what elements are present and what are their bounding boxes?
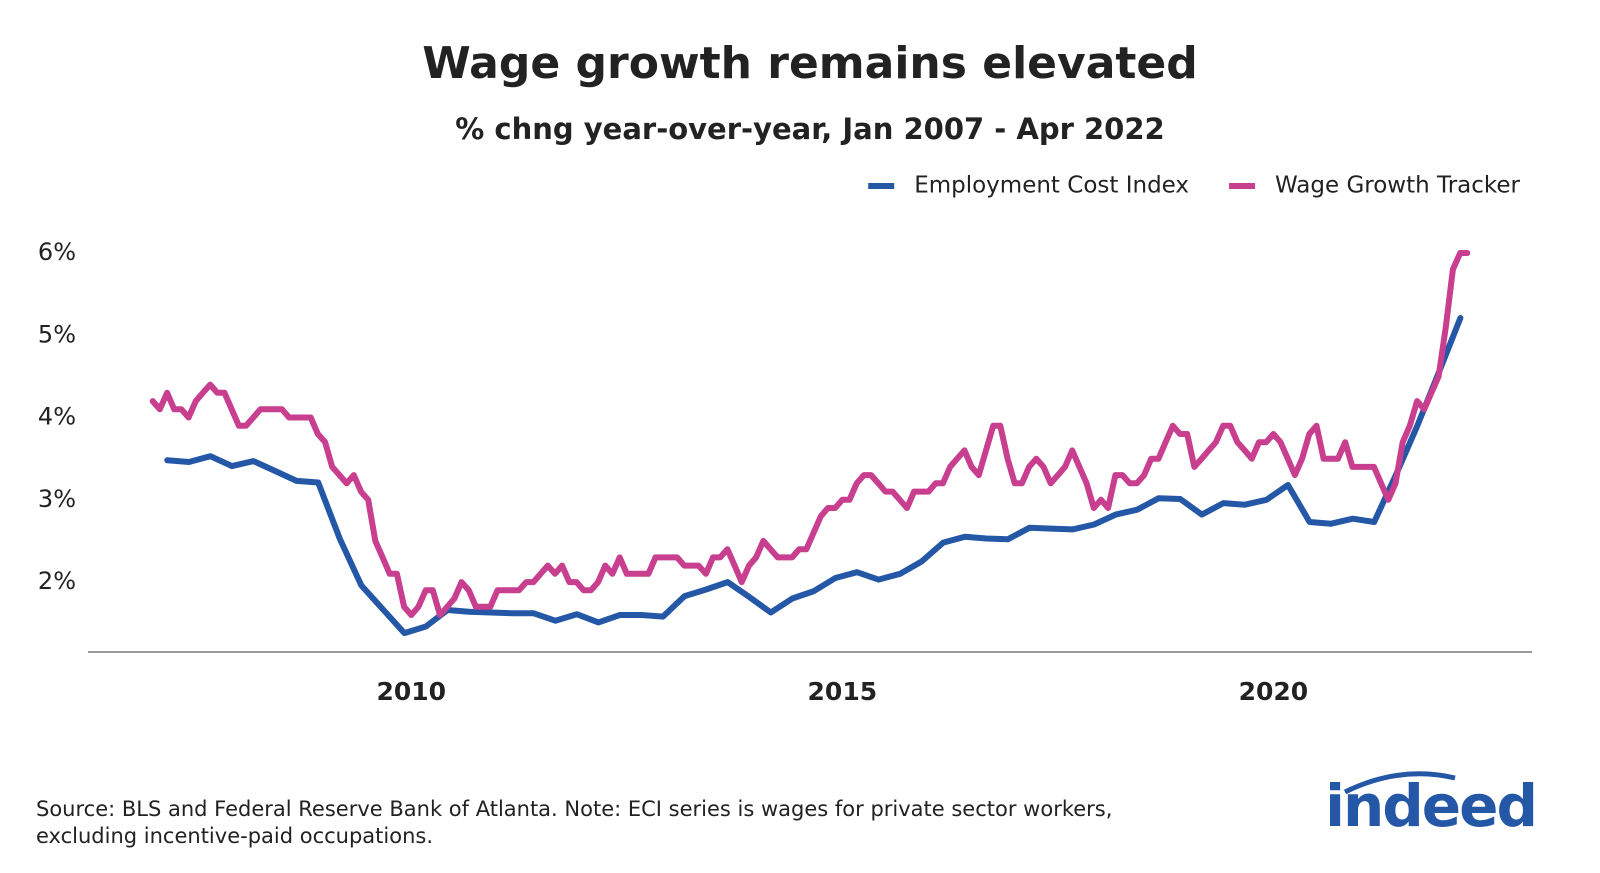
- source-note: Source: BLS and Federal Reserve Bank of …: [36, 797, 1112, 821]
- x-tick-label: 2010: [376, 677, 446, 706]
- chart-title: Wage growth remains elevated: [422, 38, 1198, 89]
- x-tick-label: 2015: [808, 677, 878, 706]
- y-tick-label: 6%: [38, 238, 76, 266]
- series-line: [164, 315, 1464, 637]
- source-note: excluding incentive-paid occupations.: [36, 824, 433, 848]
- chart-subtitle: % chng year-over-year, Jan 2007 - Apr 20…: [455, 112, 1164, 146]
- logo-arc: [1343, 771, 1456, 795]
- legend-label: Wage Growth Tracker: [1275, 173, 1521, 199]
- legend-label: Employment Cost Index: [914, 173, 1189, 199]
- y-tick-label: 3%: [38, 485, 76, 513]
- y-tick-label: 4%: [38, 403, 76, 431]
- series-line: [149, 250, 1471, 618]
- y-tick-label: 5%: [38, 320, 76, 348]
- logo: indeed: [1325, 772, 1536, 840]
- x-tick-label: 2020: [1239, 677, 1309, 706]
- y-tick-label: 2%: [38, 567, 76, 595]
